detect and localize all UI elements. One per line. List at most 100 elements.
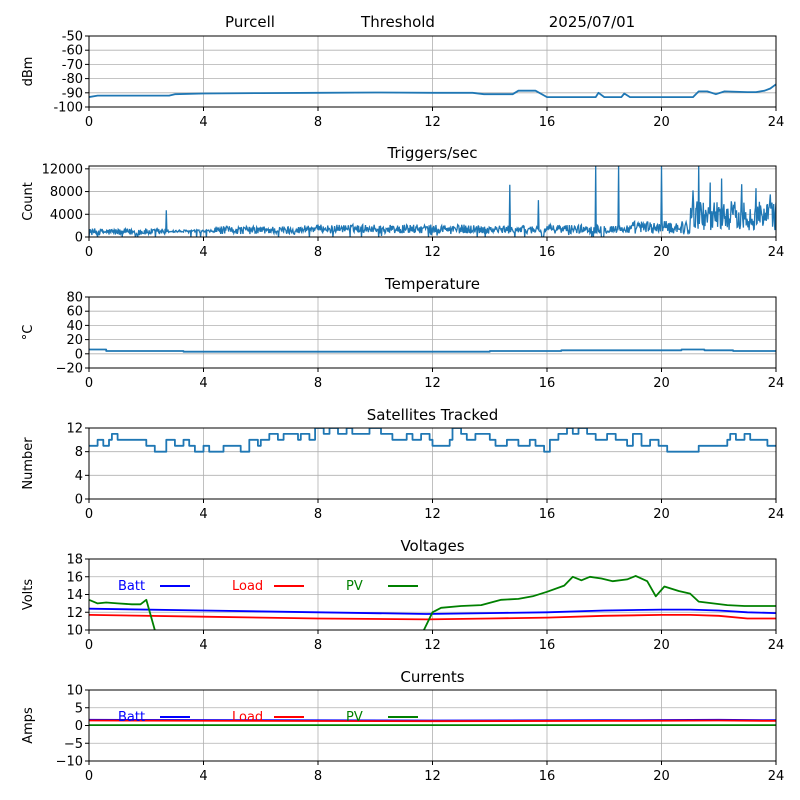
y-axis-label: °C [21, 325, 36, 341]
chart-1: 0 4 8 12 16 20 24 12000 8000 4000 0 Triggers/sec Cou… [21, 144, 784, 260]
plot-area [89, 166, 776, 237]
series-line-load [89, 614, 776, 621]
y-tick-label: 0 [75, 719, 83, 734]
x-tick-label: 4 [199, 769, 207, 784]
y-tick-label: 14 [66, 588, 83, 603]
chart-title: Triggers/sec [387, 144, 478, 162]
y-tick-label: 12 [66, 606, 83, 621]
y-tick-label: -60 [62, 44, 83, 59]
y-tick-label: 0 [75, 347, 83, 362]
plot-area [89, 718, 776, 726]
chart-5: 0 4 8 12 16 20 24 10 5 0 −5 −10 Currents Amps Batt Load… [21, 668, 784, 784]
x-tick-label: 12 [424, 245, 441, 260]
x-tick-label: 16 [539, 245, 556, 260]
x-tick-label: 4 [199, 245, 207, 260]
y-tick-label: -70 [62, 58, 83, 73]
y-tick-label: 4000 [50, 208, 83, 223]
y-tick-label: 0 [75, 493, 83, 508]
y-tick-label: 12 [66, 422, 83, 437]
legend-label-pv: PV [346, 710, 363, 725]
chart-4: 0 4 8 12 16 20 24 18 16 14 12 10 Voltages Volts Batt Lo… [21, 537, 784, 653]
x-tick-label: 16 [539, 769, 556, 784]
y-tick-label: 10 [66, 684, 83, 699]
x-tick-label: 8 [314, 245, 322, 260]
y-tick-label: −20 [56, 362, 83, 377]
series-line-batt [89, 607, 776, 615]
x-tick-label: 24 [768, 507, 785, 522]
y-tick-label: 60 [66, 305, 83, 320]
chart-title: Satellites Tracked [367, 406, 498, 424]
series-line-0 [89, 428, 776, 453]
y-tick-label: −5 [64, 737, 83, 752]
x-tick-label: 24 [768, 115, 785, 130]
y-axis-label: Count [21, 182, 36, 221]
series-line-triggers [89, 166, 776, 237]
x-tick-label: 12 [424, 638, 441, 653]
x-tick-label: 0 [85, 638, 93, 653]
series-line-pv [423, 575, 776, 630]
x-tick-label: 20 [653, 245, 670, 260]
y-axis-label: dBm [21, 57, 36, 87]
x-tick-label: 20 [653, 638, 670, 653]
y-tick-label: 18 [66, 553, 83, 568]
plot-area [89, 83, 776, 98]
series-line-0 [89, 348, 776, 353]
series-line-0 [89, 83, 776, 98]
x-tick-label: 16 [539, 376, 556, 391]
chart-title: Currents [400, 668, 464, 686]
series-line-pv [89, 598, 156, 630]
header-station: Purcell [225, 13, 275, 31]
y-tick-label: 12000 [42, 162, 83, 177]
y-tick-label: 5 [75, 701, 83, 716]
y-tick-label: 8000 [50, 185, 83, 200]
x-tick-label: 8 [314, 769, 322, 784]
legend-label-pv: PV [346, 579, 363, 594]
x-tick-label: 8 [314, 376, 322, 391]
x-tick-label: 4 [199, 638, 207, 653]
plot-area [89, 428, 776, 453]
x-tick-label: 24 [768, 245, 785, 260]
header-date: 2025/07/01 [549, 13, 635, 31]
x-tick-label: 4 [199, 507, 207, 522]
y-tick-label: 4 [75, 469, 83, 484]
y-tick-label: -90 [62, 86, 83, 101]
chart-title: Voltages [400, 537, 464, 555]
chart-0: 0 4 8 12 16 20 24 -50-60-70-80-90-100 dBm [21, 30, 784, 131]
y-tick-label: 80 [66, 291, 83, 306]
series-line-load [89, 719, 776, 723]
y-tick-label: 0 [75, 231, 83, 246]
x-tick-label: 4 [199, 115, 207, 130]
x-tick-label: 12 [424, 507, 441, 522]
x-tick-label: 0 [85, 245, 93, 260]
header-mode: Threshold [360, 13, 435, 31]
y-tick-label: 40 [66, 319, 83, 334]
plot-area [89, 575, 776, 630]
x-tick-label: 12 [424, 769, 441, 784]
y-axis-label: Number [21, 437, 36, 490]
y-tick-label: -50 [62, 30, 83, 45]
x-tick-label: 0 [85, 115, 93, 130]
x-tick-label: 16 [539, 507, 556, 522]
x-tick-label: 0 [85, 769, 93, 784]
y-tick-label: 20 [66, 333, 83, 348]
legend-label-batt: Batt [118, 710, 145, 725]
x-tick-label: 12 [424, 376, 441, 391]
x-tick-label: 20 [653, 115, 670, 130]
x-tick-label: 20 [653, 376, 670, 391]
x-tick-label: 0 [85, 507, 93, 522]
x-tick-label: 4 [199, 376, 207, 391]
x-tick-label: 20 [653, 507, 670, 522]
y-tick-label: 8 [75, 445, 83, 460]
x-tick-label: 16 [539, 115, 556, 130]
chart-title: Temperature [384, 275, 480, 293]
x-tick-label: 24 [768, 376, 785, 391]
x-tick-label: 24 [768, 769, 785, 784]
y-tick-label: 16 [66, 570, 83, 585]
y-tick-label: -100 [53, 101, 83, 116]
x-tick-label: 8 [314, 638, 322, 653]
x-tick-label: 8 [314, 115, 322, 130]
y-tick-label: 10 [66, 624, 83, 639]
